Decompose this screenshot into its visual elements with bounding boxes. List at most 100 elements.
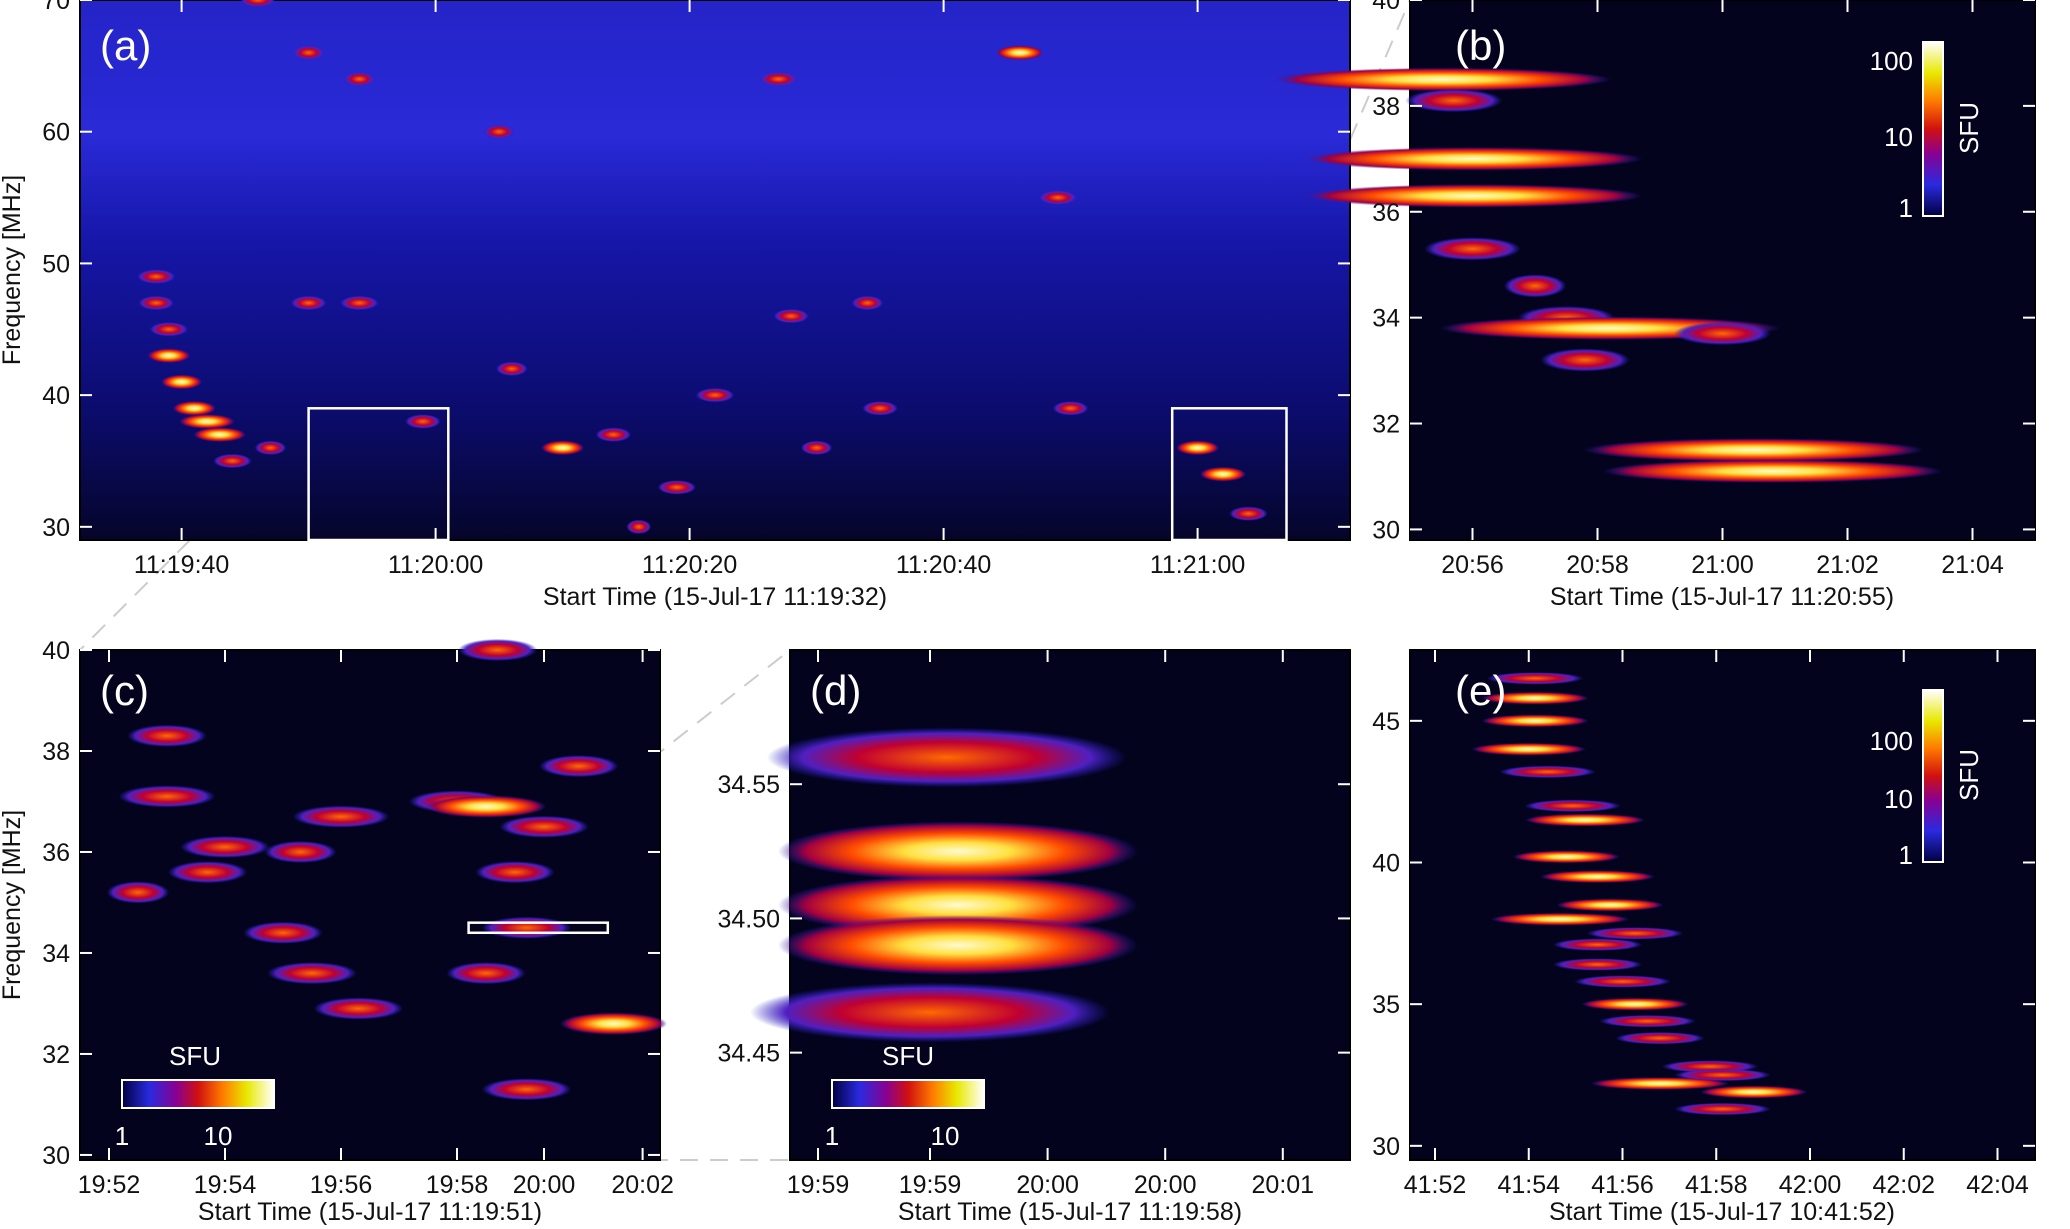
panel-e-label: (e) [1455, 667, 1506, 714]
panel-a-label: (a) [100, 22, 151, 69]
burst-mark [481, 916, 572, 939]
panel-c-ytick-label: 30 [42, 1142, 70, 1170]
zoom-box [307, 407, 450, 542]
panel-d-xtick-label: 20:00 [1016, 1171, 1079, 1199]
burst-mark [1700, 1085, 1808, 1099]
zoom-connector-line [649, 649, 791, 761]
panel-a-xtick-label: 11:21:00 [1150, 551, 1245, 579]
panel-a-bursts [136, 0, 1268, 535]
panel-b-bursts [1271, 67, 1943, 483]
burst-mark [138, 295, 175, 311]
panel-a-ytick-label: 30 [42, 514, 70, 542]
burst-mark [1586, 927, 1684, 940]
panel-e-bursts [1471, 672, 1808, 1116]
burst-mark [1405, 88, 1503, 113]
panel-d-label: (d) [810, 667, 861, 714]
burst-mark [475, 861, 555, 884]
panel-d-xtick-label: 19:59 [787, 1171, 850, 1199]
panel-e-colorbar-tick-10: 10 [1884, 784, 1913, 814]
panel-b-ytick-label: 38 [1372, 93, 1400, 121]
burst-mark [1674, 1102, 1771, 1116]
panel-d-colorbar: SFU 1 10 [825, 1041, 985, 1151]
burst-mark [193, 427, 246, 442]
panel-c-xtick-label: 19:52 [78, 1171, 141, 1199]
burst-mark [541, 440, 585, 456]
panel-d-xtick-label: 20:01 [1252, 1171, 1315, 1199]
zoom-box [1170, 407, 1288, 542]
panel-c-ytick-label: 40 [42, 637, 70, 665]
burst-mark [626, 519, 652, 535]
panel-a: (a) 11:19:40 11:20:00 11:20:20 11:20:40 11:2… [0, 0, 1351, 611]
burst-mark [778, 915, 1138, 976]
burst-mark [1038, 190, 1078, 205]
burst-mark [405, 414, 441, 429]
panel-d-ytick-label: 34.45 [717, 1040, 780, 1068]
panel-c-xtick-label: 19:56 [310, 1171, 373, 1199]
panel-c-xtick-label: 19:54 [194, 1171, 257, 1199]
panel-d-colorbar-tick-10: 10 [931, 1121, 960, 1151]
burst-mark [851, 295, 884, 311]
burst-mark [1524, 799, 1621, 813]
panel-c-label: (c) [100, 667, 149, 714]
panel-d-xtick-label: 19:59 [899, 1171, 962, 1199]
burst-mark [118, 785, 216, 808]
zoom-connector-line [79, 539, 191, 651]
burst-mark [1556, 898, 1664, 912]
panel-e-colorbar: 100 10 1 SFU [1870, 689, 1984, 870]
panel-e-xtick-label: 42:00 [1779, 1171, 1842, 1199]
panel-b-colorbar-title: SFU [1954, 102, 1984, 154]
panel-c: (c) SFU 1 10 19:52 19:54 19:56 19:58 20:00 20… [0, 637, 674, 1226]
burst-mark [1574, 975, 1671, 988]
panel-c-bursts [106, 638, 668, 1101]
panel-d-xtick-label: 20:00 [1134, 1171, 1197, 1199]
panel-a-ylabel: Frequency [MHz] [0, 175, 26, 365]
burst-mark [499, 815, 589, 838]
burst-mark [1481, 691, 1589, 705]
burst-mark [340, 295, 379, 311]
burst-mark [292, 805, 390, 828]
burst-mark [267, 962, 357, 985]
panel-b-label: (b) [1455, 22, 1506, 69]
burst-mark [1599, 1014, 1696, 1028]
burst-mark [1302, 147, 1643, 171]
panel-d-colorbar-bar [831, 1079, 985, 1109]
burst-mark [539, 755, 619, 778]
burst-mark [750, 982, 1110, 1043]
burst-mark [180, 835, 270, 859]
panel-a-zoom-boxes [307, 407, 1288, 542]
burst-mark [1552, 938, 1643, 951]
burst-mark [1302, 184, 1643, 208]
panel-a-ytick-label: 60 [42, 119, 70, 147]
panel-c-colorbar-bar [121, 1079, 275, 1109]
burst-mark [1271, 67, 1612, 92]
panel-a-ytick-label: 40 [42, 382, 70, 410]
burst-mark [254, 440, 287, 456]
panel-e-colorbar-tick-100: 100 [1870, 726, 1913, 756]
burst-mark [343, 71, 376, 87]
burst-mark [1052, 401, 1089, 416]
panel-b-ytick-label: 34 [1372, 305, 1400, 333]
panel-e-colorbar-title: SFU [1954, 749, 1984, 801]
panel-b-ytick-label: 40 [1372, 0, 1400, 15]
burst-mark [800, 440, 833, 456]
burst-mark [1615, 1031, 1705, 1045]
burst-mark [1581, 997, 1689, 1011]
panel-d-colorbar-title: SFU [882, 1041, 934, 1071]
burst-mark [1674, 1068, 1771, 1082]
burst-mark [695, 387, 735, 403]
burst-mark [313, 997, 404, 1020]
burst-mark [1552, 958, 1643, 971]
panel-c-ytick-label: 38 [42, 738, 70, 766]
burst-mark [1471, 742, 1587, 756]
panel-c-colorbar: SFU 1 10 [115, 1041, 275, 1151]
burst-mark [495, 361, 528, 377]
burst-mark [1176, 440, 1220, 456]
burst-mark [759, 71, 798, 87]
panel-c-colorbar-title: SFU [169, 1041, 221, 1071]
panel-c-xlabel: Start Time (15-Jul-17 11:19:51) [198, 1198, 542, 1226]
panel-a-xtick-label: 11:19:40 [134, 551, 229, 579]
burst-mark [1481, 714, 1589, 728]
panel-b: (b) 100 10 1 SFU 20:56 20:58 21:00 21:02 21:… [1271, 0, 2036, 611]
burst-mark [290, 295, 327, 311]
panel-d-bursts [750, 727, 1138, 1043]
